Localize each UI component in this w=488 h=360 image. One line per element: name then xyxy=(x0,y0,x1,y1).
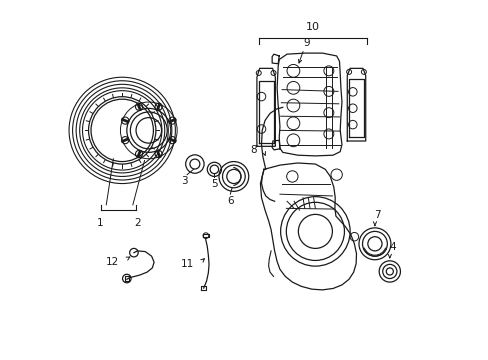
Text: 2: 2 xyxy=(134,218,141,228)
Text: 6: 6 xyxy=(226,195,233,206)
Text: 7: 7 xyxy=(373,210,380,220)
Text: 1: 1 xyxy=(97,218,103,228)
Text: 12: 12 xyxy=(105,257,119,266)
Text: 10: 10 xyxy=(305,22,319,32)
Text: 11: 11 xyxy=(181,259,194,269)
Text: 9: 9 xyxy=(303,38,309,48)
Text: 5: 5 xyxy=(211,179,217,189)
Text: 4: 4 xyxy=(388,242,395,252)
Text: 3: 3 xyxy=(181,176,188,186)
Text: 8: 8 xyxy=(250,145,256,155)
